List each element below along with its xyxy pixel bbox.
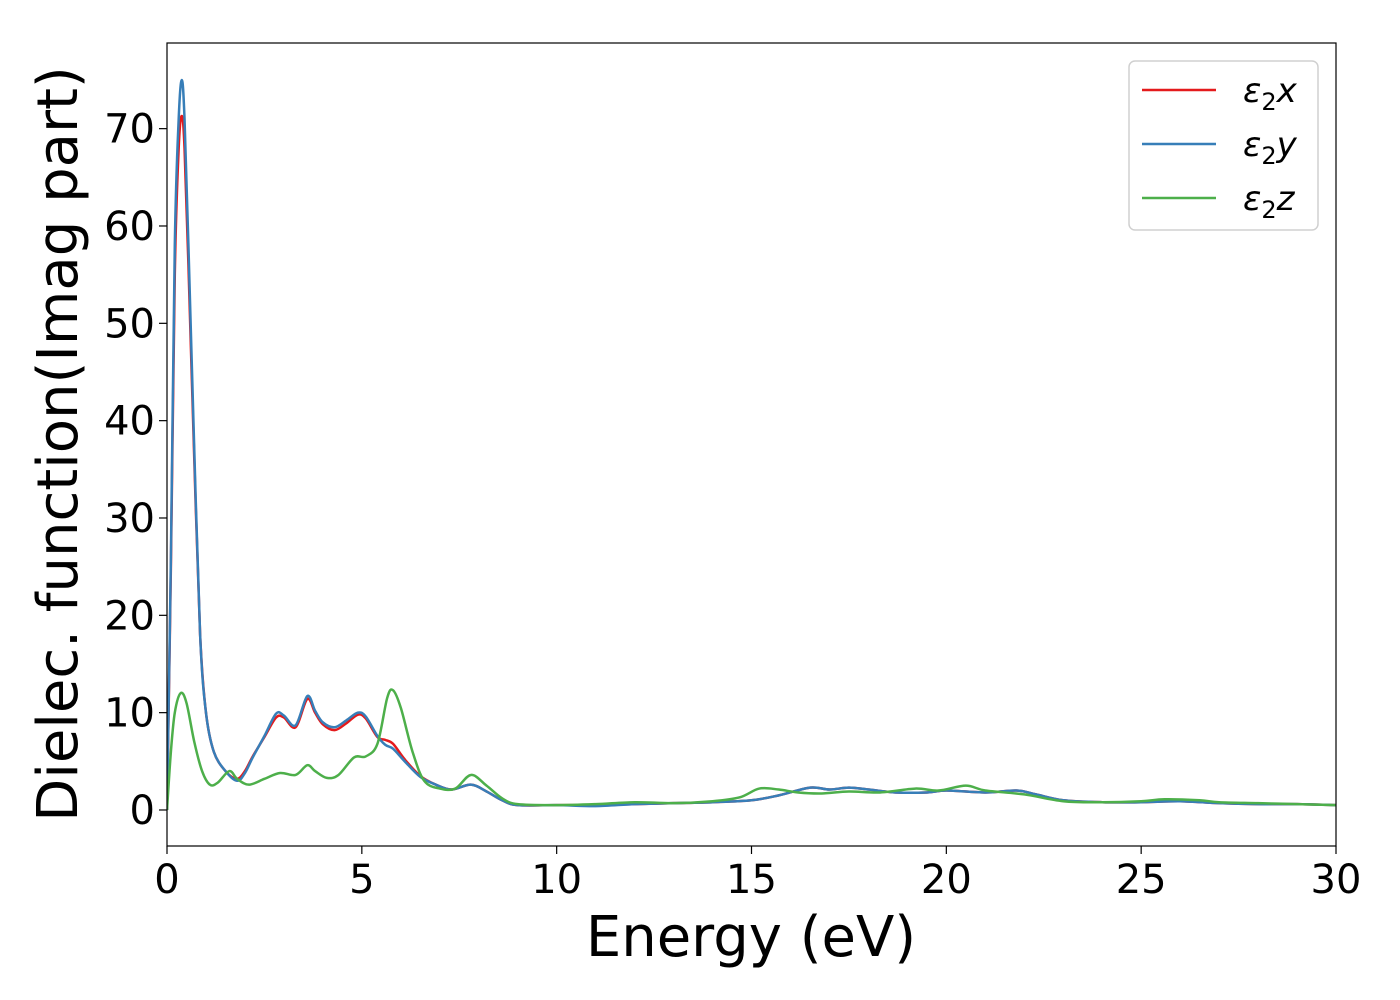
x-tick-label: 30 — [1311, 857, 1362, 903]
y-tick-label: 60 — [104, 204, 155, 250]
y-tick-label: 10 — [104, 691, 155, 737]
x-tick-label: 0 — [154, 857, 179, 903]
y-tick-label: 30 — [104, 496, 155, 542]
legend-label-z: ε2z — [1243, 179, 1296, 224]
x-axis-label: Energy (eV) — [586, 905, 916, 970]
legend-box — [1128, 60, 1319, 231]
legend-label-x: ε2x — [1243, 71, 1298, 116]
x-axis-ticks: 0 5 10 15 20 25 30 — [154, 846, 1361, 903]
x-tick-label: 15 — [726, 857, 777, 903]
y-tick-label: 20 — [104, 593, 155, 639]
legend-label-y: ε2y — [1243, 125, 1298, 170]
y-tick-label: 40 — [104, 399, 155, 445]
x-tick-label: 5 — [349, 857, 374, 903]
series-line-z — [167, 688, 1336, 811]
y-tick-label: 70 — [104, 107, 155, 153]
legend: ε2x ε2y ε2z — [1128, 60, 1319, 231]
x-tick-label: 20 — [921, 857, 972, 903]
y-tick-label: 50 — [104, 301, 155, 347]
series-layer — [167, 78, 1336, 811]
series-line-y — [167, 78, 1336, 811]
x-tick-label: 25 — [1116, 857, 1167, 903]
y-axis-label: Dielec. function(Imag part) — [26, 66, 91, 822]
y-axis-ticks: 0 10 20 30 40 50 60 70 — [104, 107, 167, 834]
x-tick-label: 10 — [531, 857, 582, 903]
y-tick-label: 0 — [130, 788, 155, 834]
